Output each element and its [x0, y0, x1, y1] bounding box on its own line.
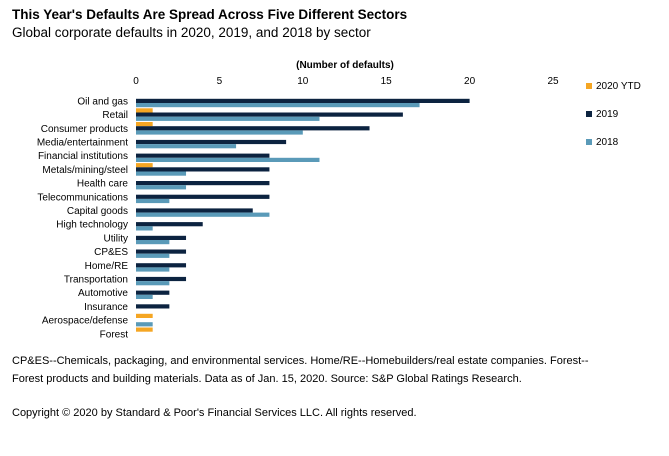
bar	[136, 185, 187, 190]
bar	[136, 313, 153, 318]
x-tick-label: 25	[547, 76, 559, 87]
bar	[136, 112, 403, 117]
category-label: Metals/mining/steel	[42, 165, 128, 176]
category-label: Oil and gas	[77, 96, 128, 107]
category-label: Home/RE	[85, 261, 129, 272]
copyright: Copyright © 2020 by Standard & Poor's Fi…	[12, 407, 417, 419]
legend-swatch	[586, 139, 592, 145]
bar	[136, 144, 237, 149]
legend-label: 2018	[596, 137, 619, 148]
bar	[136, 167, 270, 172]
legend-label: 2019	[596, 109, 619, 120]
chart-subtitle: Global corporate defaults in 2020, 2019,…	[12, 25, 371, 40]
bar	[136, 181, 270, 186]
category-label: Utility	[104, 233, 128, 244]
bar	[136, 263, 187, 268]
x-axis-ticks: 0 5 10 15 20 25	[133, 76, 559, 87]
category-label: Consumer products	[41, 124, 128, 135]
x-tick-label: 15	[381, 76, 393, 87]
legend: 2020 YTD 2019 2018	[586, 81, 641, 148]
x-tick-label: 0	[133, 76, 139, 87]
category-label: Retail	[102, 110, 128, 121]
bar	[136, 130, 303, 135]
category-label: High technology	[56, 220, 128, 231]
category-label: Forest	[100, 329, 129, 340]
x-tick-label: 10	[297, 76, 309, 87]
bar	[136, 294, 153, 299]
bar	[136, 322, 153, 327]
bar	[136, 276, 187, 282]
bar	[136, 267, 170, 272]
bar	[136, 103, 420, 108]
bar	[136, 116, 320, 121]
bar	[136, 222, 203, 227]
bar	[136, 122, 153, 127]
category-label: Capital goods	[67, 206, 128, 217]
x-tick-label: 20	[464, 76, 476, 87]
category-label: Financial institutions	[38, 151, 128, 162]
bar-chart: (Number of defaults) 0 5 10 15 20 25 Oil and …	[37, 60, 641, 340]
footnote: CP&ES--Chemicals, packaging, and environ…	[12, 355, 589, 385]
bar	[136, 98, 470, 103]
bar	[136, 290, 170, 295]
category-labels: Oil and gas Retail Consumer products Media/…	[37, 96, 129, 340]
category-label: Transportation	[64, 274, 128, 285]
category-label: Telecommunications	[37, 192, 128, 203]
bar	[136, 126, 370, 131]
x-axis-label: (Number of defaults)	[296, 60, 394, 71]
category-label: Aerospace/defense	[42, 316, 129, 327]
category-label: Media/entertainment	[37, 137, 128, 148]
bar	[136, 208, 253, 213]
x-tick-label: 5	[217, 76, 223, 87]
bar	[136, 327, 153, 332]
bar	[136, 253, 170, 258]
bar	[136, 171, 187, 176]
legend-label: 2020 YTD	[596, 81, 641, 92]
category-label: Automotive	[78, 288, 128, 299]
bar	[136, 235, 187, 240]
bar	[136, 304, 170, 309]
bar	[136, 108, 153, 113]
category-label: CP&ES	[94, 247, 128, 258]
bar	[136, 153, 270, 158]
bar	[136, 194, 270, 199]
bar	[136, 157, 320, 162]
category-label: Insurance	[84, 302, 128, 313]
bar	[136, 281, 170, 286]
bar	[136, 198, 170, 204]
bar	[136, 139, 287, 145]
chart-title: This Year's Defaults Are Spread Across F…	[12, 7, 408, 22]
bar	[136, 240, 170, 245]
bar	[136, 212, 270, 217]
bar	[136, 249, 187, 254]
category-label: Health care	[77, 179, 129, 190]
legend-swatch	[586, 111, 592, 117]
bar	[136, 163, 153, 168]
bars	[136, 98, 470, 332]
bar	[136, 226, 153, 231]
legend-swatch	[586, 83, 592, 89]
